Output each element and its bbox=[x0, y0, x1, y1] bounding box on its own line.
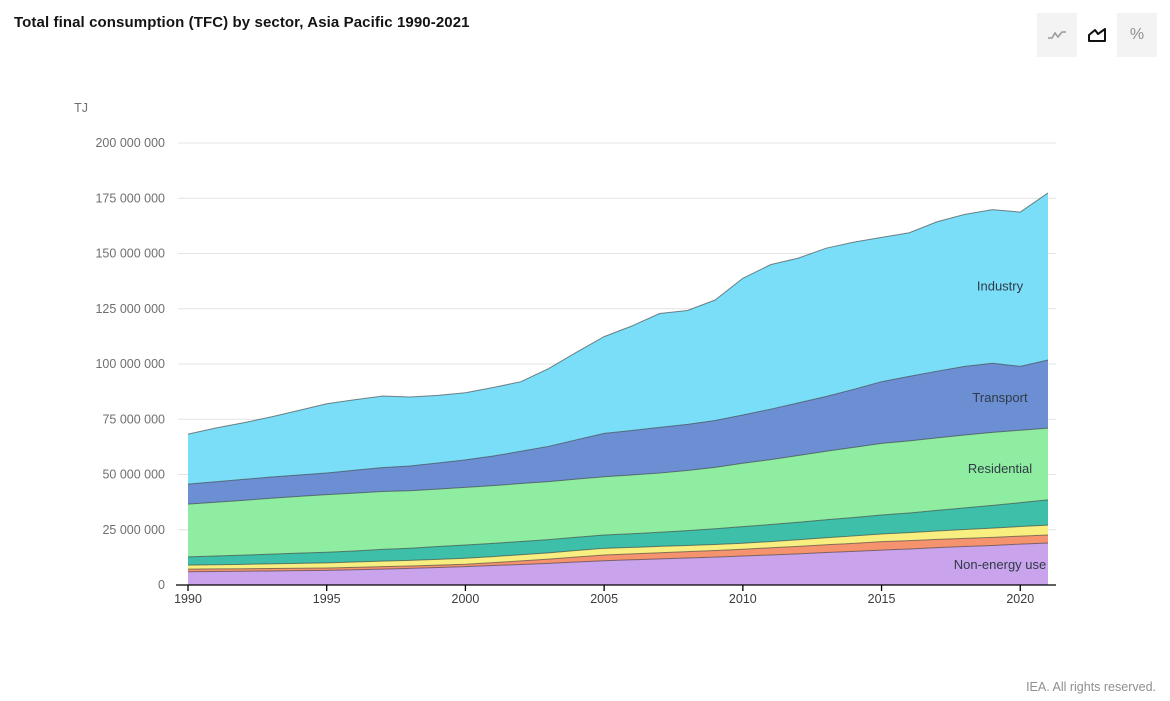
area-boundary-line bbox=[187, 524, 1049, 566]
y-axis-tick-label: 150 000 000 bbox=[95, 247, 165, 261]
area-boundary-line bbox=[187, 534, 1049, 570]
area-chart-view-button[interactable] bbox=[1077, 13, 1117, 57]
y-axis-tick-label: 75 000 000 bbox=[102, 412, 165, 426]
area-band bbox=[188, 525, 1048, 570]
x-axis-tick-label: 2005 bbox=[590, 592, 618, 606]
area-boundary-line bbox=[187, 499, 1049, 558]
area-label-transport: Transport bbox=[972, 390, 1028, 405]
area-boundary-line bbox=[187, 359, 1049, 485]
y-axis-tick-label: 100 000 000 bbox=[95, 357, 165, 371]
y-axis-tick-label: 0 bbox=[158, 578, 165, 592]
area-band bbox=[188, 428, 1048, 557]
line-chart-view-button[interactable] bbox=[1037, 13, 1077, 57]
y-axis-unit-label: TJ bbox=[74, 101, 88, 115]
line-chart-icon bbox=[1046, 27, 1068, 43]
x-axis-tick-label: 2020 bbox=[1006, 592, 1034, 606]
x-axis-tick-label: 1990 bbox=[174, 592, 202, 606]
area-label-non-energy-use: Non-energy use bbox=[954, 557, 1047, 572]
x-axis-tick-label: 2010 bbox=[729, 592, 757, 606]
x-axis-tick-label: 2015 bbox=[868, 592, 896, 606]
y-axis-tick-label: 200 000 000 bbox=[95, 136, 165, 150]
chart-view-toggle: % bbox=[1037, 13, 1157, 57]
area-chart-icon bbox=[1086, 26, 1108, 44]
x-axis-tick-label: 2000 bbox=[452, 592, 480, 606]
y-axis-tick-label: 50 000 000 bbox=[102, 468, 165, 482]
area-boundary-line bbox=[187, 427, 1049, 505]
percent-view-button[interactable]: % bbox=[1117, 13, 1157, 57]
stacked-area-chart: 0 25 000 000 50 000 000 75 000 000 100 000 0… bbox=[74, 101, 1056, 606]
y-axis-tick-label: 25 000 000 bbox=[102, 523, 165, 537]
y-axis-tick-label: 175 000 000 bbox=[95, 191, 165, 205]
area-boundary-line bbox=[187, 192, 1049, 435]
area-label-industry: Industry bbox=[977, 278, 1024, 293]
y-axis-tick-label: 125 000 000 bbox=[95, 302, 165, 316]
area-label-residential: Residential bbox=[968, 461, 1032, 476]
area-band bbox=[188, 543, 1048, 585]
x-axis-tick-label: 1995 bbox=[313, 592, 341, 606]
chart-title: Total final consumption (TFC) by sector,… bbox=[14, 14, 470, 31]
area-band bbox=[188, 192, 1048, 485]
copyright-credit: IEA. All rights reserved. bbox=[1026, 680, 1156, 694]
area-boundary-line bbox=[187, 542, 1049, 573]
percent-icon: % bbox=[1129, 26, 1145, 43]
